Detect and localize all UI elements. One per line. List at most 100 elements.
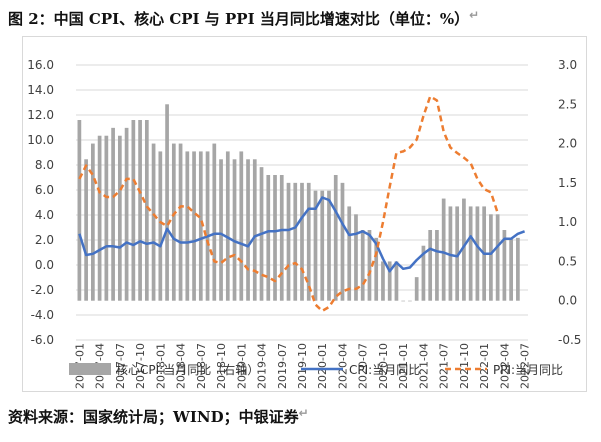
core-cpi-bar (340, 182, 345, 301)
x-axis-tick-label: 2019-01 (235, 343, 248, 389)
cpi-line (78, 196, 526, 273)
core-cpi-bar (219, 159, 223, 301)
right-axis-tick-label: 2.0 (558, 137, 577, 151)
x-axis-tick-label: 2022-07 (519, 343, 532, 389)
right-axis-tick-label: -0.5 (558, 333, 581, 347)
core-cpi-bar (367, 230, 372, 301)
core-cpi-bar (306, 182, 311, 301)
legend-label-core-cpi: 核心CPI:当月同比（右轴） (116, 362, 259, 377)
core-cpi-bar (97, 135, 102, 301)
right-axis-tick-label: 2.5 (558, 97, 577, 111)
core-cpi-bar (502, 230, 507, 301)
left-axis-tick-label: 4.0 (35, 208, 54, 222)
ppi-line (78, 95, 499, 313)
core-cpi-bar (509, 237, 513, 301)
left-axis-tick-label: 8.0 (35, 158, 54, 172)
core-cpi-bar (138, 120, 142, 301)
left-axis-tick-label: 12.0 (27, 108, 54, 122)
x-axis-tick-label: 2019-10 (296, 343, 309, 389)
core-cpi-bar (489, 214, 493, 301)
x-axis-tick-label: 2022-01 (478, 343, 491, 389)
core-cpi-bar (516, 237, 520, 301)
x-axis-tick-label: 2018-01 (154, 343, 167, 389)
core-cpi-bar (381, 261, 385, 301)
core-cpi-bar (279, 175, 284, 301)
core-cpi-bar (117, 135, 122, 301)
core-cpi-bar (354, 214, 358, 301)
core-cpi-bar (293, 182, 298, 301)
core-cpi-bar (178, 143, 183, 301)
core-cpi-bar (225, 151, 230, 301)
core-cpi-bar (300, 182, 304, 301)
x-axis-tick-label: 2019-04 (256, 343, 269, 389)
core-cpi-bar (414, 277, 419, 301)
core-cpi-bar (144, 120, 149, 301)
left-axis-tick-label: 2.0 (35, 233, 54, 247)
left-axis-tick-label: 16.0 (27, 58, 54, 72)
core-cpi-bar (171, 143, 176, 301)
x-axis-tick-label: 2020-01 (316, 343, 329, 389)
core-cpi-bar (347, 206, 352, 301)
left-axis-tick-label: 14.0 (27, 83, 54, 97)
core-cpi-bar (286, 182, 291, 301)
legend-swatch-core-cpi (69, 363, 111, 375)
core-cpi-bar (421, 245, 426, 301)
core-cpi-bar (374, 237, 379, 301)
x-axis-tick-label: 2020-07 (357, 343, 370, 389)
x-axis-tick-label: 2018-07 (195, 343, 208, 389)
legend-label-cpi: CPI:当月同比 (349, 363, 420, 377)
core-cpi-bar (198, 151, 203, 301)
core-cpi-bar (165, 104, 169, 301)
core-cpi-bar (320, 190, 325, 301)
core-cpi-bar (462, 198, 466, 301)
core-cpi-bar (428, 230, 433, 301)
core-cpi-bar (495, 214, 500, 301)
left-axis-ticks: 16.0 14.0 12.0 10.0 8.0 6.0 4.0 2.0 0.0 -2.0 -4.0 -… (27, 58, 54, 347)
core-cpi-bar (252, 159, 257, 301)
core-cpi-bar (212, 143, 217, 301)
series-lines (78, 95, 526, 313)
right-axis-ticks: 3.0 2.5 2.0 1.5 1.0 0.5 0.0 -0.5 (558, 58, 581, 347)
core-cpi-bar (104, 135, 109, 301)
left-axis-tick-label: -4.0 (31, 308, 54, 322)
source-note: 资料来源：国家统计局；WIND；中银证券 ↵ (8, 406, 309, 426)
core-cpi-bar (111, 127, 115, 301)
right-axis-tick-label: 0.5 (558, 254, 577, 268)
x-axis-tick-label: 2020-10 (377, 343, 390, 389)
core-cpi-bar (151, 143, 156, 301)
x-axis-tick-label: 2021-01 (397, 343, 410, 389)
paragraph-mark-icon: ↵ (469, 8, 480, 22)
core-cpi-bar (448, 206, 453, 301)
core-cpi-bar (468, 206, 473, 301)
core-cpi-bar (401, 300, 406, 302)
x-axis-tick-label: 2022-04 (498, 343, 511, 389)
x-axis-tick-label: 2018-04 (175, 343, 188, 389)
core-cpi-bar (205, 151, 210, 301)
core-cpi-bar (91, 143, 95, 301)
core-cpi-bar (131, 120, 136, 301)
core-cpi-bar (77, 120, 82, 301)
core-cpi-bar (273, 175, 277, 301)
core-cpi-bar (266, 175, 271, 301)
x-axis-tick-label: 2020-04 (336, 343, 349, 389)
core-cpi-bar (185, 151, 190, 301)
chart-title: 图 2：中国 CPI、核心 CPI 与 PPI 当月同比增速对比（单位：%） ↵ (8, 8, 480, 28)
core-cpi-bar (360, 230, 365, 301)
x-axis-tick-label: 2021-04 (417, 343, 430, 389)
left-axis-tick-label: -6.0 (31, 333, 54, 347)
x-axis-tick-label: 2021-10 (458, 343, 471, 389)
core-cpi-bar (441, 198, 446, 301)
left-axis-tick-label: 6.0 (35, 183, 54, 197)
chart-frame: 16.0 14.0 12.0 10.0 8.0 6.0 4.0 2.0 0.0 -2.0 -4.0 -… (22, 36, 587, 392)
core-cpi-bar (333, 175, 338, 301)
chart: 16.0 14.0 12.0 10.0 8.0 6.0 4.0 2.0 0.0 -2.0 -4.0 -… (27, 58, 581, 389)
core-cpi-bar (124, 127, 129, 301)
left-axis-tick-label: 10.0 (27, 133, 54, 147)
core-cpi-bar (84, 159, 88, 301)
core-cpi-bar (327, 190, 331, 301)
right-axis-tick-label: 1.0 (558, 215, 577, 229)
core-cpi-bars (77, 104, 520, 302)
core-cpi-bar (408, 300, 412, 302)
legend-label-ppi: PPI:当月同比 (493, 363, 563, 377)
right-axis-tick-label: 3.0 (558, 58, 577, 72)
